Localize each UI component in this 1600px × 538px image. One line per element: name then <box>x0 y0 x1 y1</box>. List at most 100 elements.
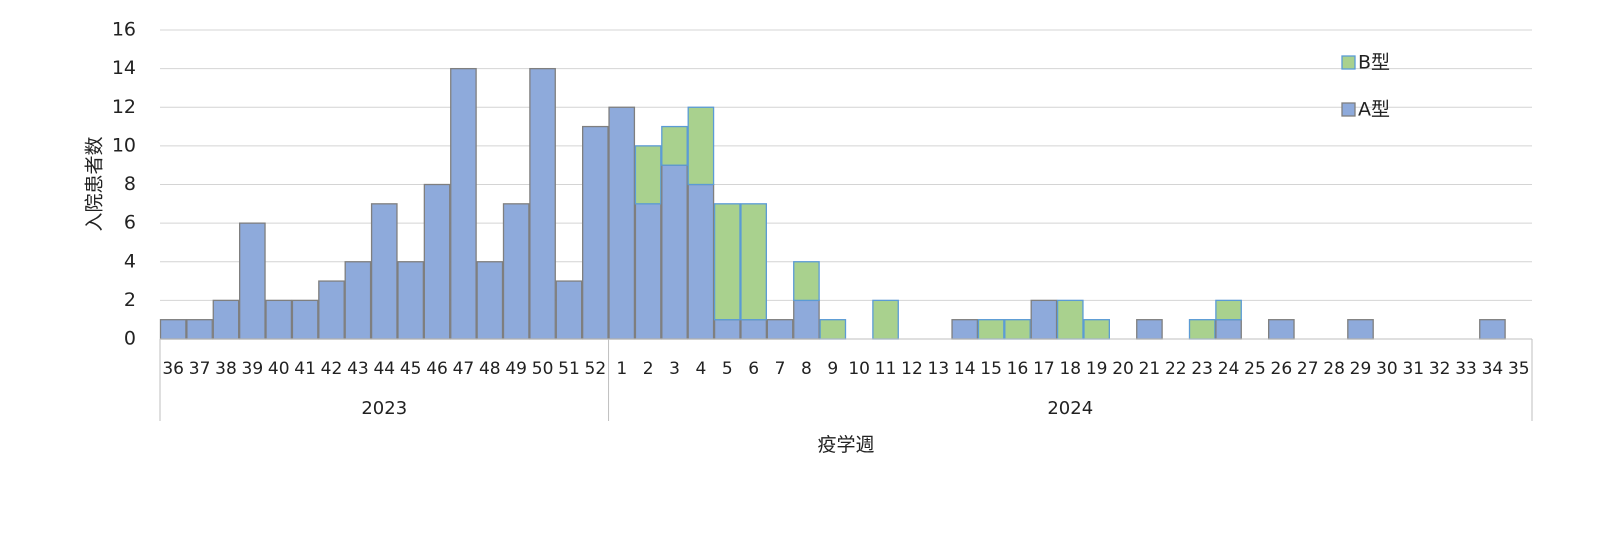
bar-type-a <box>186 319 213 340</box>
legend-swatch <box>1341 55 1356 70</box>
bar-type-b <box>687 106 715 186</box>
bar-type-b <box>661 125 688 166</box>
y-tick-label: 16 <box>112 19 136 41</box>
x-tick-label: 30 <box>1376 359 1398 379</box>
x-tick-label: 3 <box>669 359 680 379</box>
bar-type-a <box>318 280 345 340</box>
x-tick-label: 1 <box>616 359 627 379</box>
x-tick-label: 12 <box>901 359 923 379</box>
bar-type-b <box>713 203 741 321</box>
bar-type-b <box>872 299 899 340</box>
x-tick-label: 44 <box>373 359 395 379</box>
bar-type-b <box>1188 319 1216 340</box>
x-axis: 36 37 38 39 40 41 42 43 44 45 46 47 48 49 50 51 52 1 2 3 4 5 6… <box>159 338 1533 421</box>
bar-type-a <box>212 299 240 340</box>
legend: B型 A型 <box>1341 52 1390 121</box>
legend-swatch <box>1341 102 1356 117</box>
bar-type-a <box>661 164 688 340</box>
bar-type-b <box>819 319 847 340</box>
y-axis-title: 入院患者数 <box>84 136 106 231</box>
x-tick-label: 11 <box>875 359 897 379</box>
x-tick-label: 50 <box>532 359 554 379</box>
x-tick-label: 43 <box>347 359 369 379</box>
x-tick-label: 24 <box>1218 359 1240 379</box>
x-tick-label: 28 <box>1323 359 1345 379</box>
bar-type-a <box>634 203 662 340</box>
legend-label: A型 <box>1358 99 1390 121</box>
y-tick-label: 10 <box>112 134 136 156</box>
bar-type-a <box>476 261 504 340</box>
x-tick-label: 48 <box>479 359 501 379</box>
bar-type-a <box>1347 319 1374 340</box>
x-tick-label: 21 <box>1139 359 1161 379</box>
x-tick-label: 29 <box>1350 359 1372 379</box>
bar-type-b <box>1056 299 1084 340</box>
bars <box>159 67 1506 340</box>
x-tick-label: 27 <box>1297 359 1319 379</box>
y-tick-label: 2 <box>124 289 136 311</box>
bar-type-a <box>608 106 636 340</box>
bar-type-a <box>344 261 372 340</box>
bar-type-a <box>1479 319 1506 340</box>
x-tick-label: 51 <box>558 359 580 379</box>
x-tick-label: 20 <box>1112 359 1134 379</box>
y-tick-label: 14 <box>112 57 136 79</box>
bar-type-b <box>793 261 820 302</box>
year-label: 2024 <box>1047 398 1093 419</box>
x-tick-label: 15 <box>980 359 1002 379</box>
x-tick-label: 47 <box>453 359 475 379</box>
x-tick-label: 49 <box>505 359 527 379</box>
x-tick-label: 33 <box>1455 359 1477 379</box>
x-tick-label: 9 <box>827 359 838 379</box>
bar-type-a <box>1030 299 1058 340</box>
bar-type-a <box>740 319 767 340</box>
bar-type-a <box>1136 319 1163 340</box>
bar-type-a <box>582 125 609 340</box>
bar-type-a <box>793 299 820 340</box>
x-tick-label: 16 <box>1007 359 1029 379</box>
bar-type-a <box>529 67 556 340</box>
x-axis-title: 疫学週 <box>817 434 874 456</box>
bar-type-b <box>1215 299 1242 321</box>
x-tick-label: 6 <box>748 359 759 379</box>
bar-type-a <box>265 299 293 340</box>
x-tick-label: 10 <box>848 359 870 379</box>
bar-type-a <box>159 319 187 340</box>
bar-type-b <box>1004 319 1031 340</box>
x-tick-label: 14 <box>954 359 976 379</box>
x-tick-label: 7 <box>775 359 786 379</box>
y-tick-label: 0 <box>124 328 136 350</box>
x-tick-label: 40 <box>268 359 290 379</box>
x-tick-label: 42 <box>321 359 343 379</box>
x-tick-label: 5 <box>722 359 733 379</box>
x-tick-label: 22 <box>1165 359 1187 379</box>
x-tick-label: 41 <box>294 359 316 379</box>
x-tick-label: 38 <box>215 359 237 379</box>
bar-type-a <box>291 299 319 340</box>
x-tick-label: 17 <box>1033 359 1055 379</box>
bar-type-a <box>1268 319 1295 340</box>
x-tick-label: 45 <box>400 359 422 379</box>
bar-type-a <box>397 261 424 340</box>
bar-type-a <box>687 183 715 340</box>
x-tick-label: 25 <box>1244 359 1266 379</box>
x-tick-label: 52 <box>585 359 607 379</box>
bar-type-a <box>450 67 477 340</box>
x-tick-label: 26 <box>1271 359 1293 379</box>
x-tick-label: 18 <box>1059 359 1081 379</box>
bar-type-a <box>239 222 266 340</box>
bar-type-a <box>951 319 979 340</box>
bar-type-a <box>423 183 451 340</box>
y-tick-label: 8 <box>124 173 136 195</box>
x-tick-label: 2 <box>643 359 654 379</box>
x-tick-label: 31 <box>1402 359 1424 379</box>
x-tick-label: 36 <box>162 359 184 379</box>
bar-type-b <box>740 203 767 321</box>
bar-type-a <box>713 319 741 340</box>
bar-type-a <box>502 203 530 340</box>
y-tick-label: 4 <box>124 250 136 272</box>
y-tick-label: 6 <box>124 212 136 234</box>
x-tick-label: 8 <box>801 359 812 379</box>
bar-type-b <box>1083 319 1110 340</box>
